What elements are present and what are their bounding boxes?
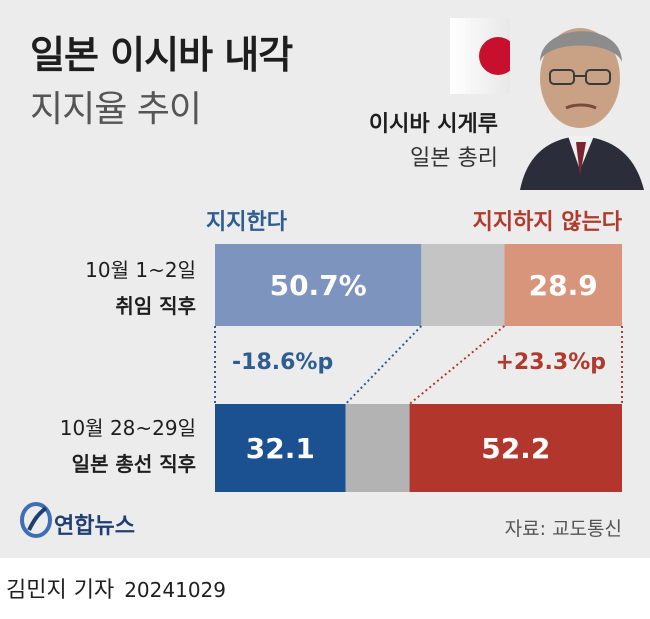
row2-event-label: 일본 총선 직후	[71, 452, 196, 476]
person-role: 일본 총리	[410, 146, 498, 171]
yonhap-logo-icon	[20, 502, 52, 538]
connector-disapprove-left	[408, 325, 506, 405]
yonhap-logo-text: 연합뉴스	[54, 514, 135, 539]
legend-approve: 지지한다	[206, 210, 287, 235]
flag-disc	[479, 37, 517, 75]
person-name: 이시바 시게루	[368, 112, 498, 137]
row2-date-label: 10월 28~29일	[59, 416, 196, 440]
stacked-bar-chart: 50.7% 28.9 32.1 52.2	[214, 244, 623, 492]
page-title: 일본 이시바 내각	[30, 33, 293, 77]
source-note: 자료: 교도통신	[504, 518, 622, 540]
publish-date: 20241029	[124, 578, 226, 602]
bar-label-disapprove-row1: 28.9	[529, 269, 598, 302]
row1-event-label: 취임 직후	[115, 294, 196, 318]
legend-disapprove: 지지하지 않는다	[472, 210, 622, 235]
disapprove-change-label: +23.3%p	[495, 350, 606, 375]
portrait-photo	[510, 0, 650, 190]
byline: 김민지 기자 20241029	[6, 572, 226, 604]
bar-label-approve-row1: 50.7%	[270, 269, 367, 302]
bar-label-approve-row2: 32.1	[246, 432, 315, 465]
bar-disapprove-row1	[504, 244, 622, 326]
bar-other-row1	[421, 244, 505, 326]
approve-change-label: -18.6%p	[232, 350, 334, 375]
connector-approve-right	[344, 325, 423, 405]
bar-other-row2	[345, 404, 410, 492]
row1-date-label: 10월 1~2일	[85, 258, 196, 282]
bar-approve-row1	[215, 244, 422, 326]
page-subtitle: 지지율 추이	[30, 89, 202, 130]
bar-approve-row2	[215, 404, 346, 492]
bar-label-disapprove-row2: 52.2	[481, 432, 550, 465]
bar-disapprove-row2	[409, 404, 622, 492]
reporter-name: 김민지 기자	[6, 578, 115, 603]
